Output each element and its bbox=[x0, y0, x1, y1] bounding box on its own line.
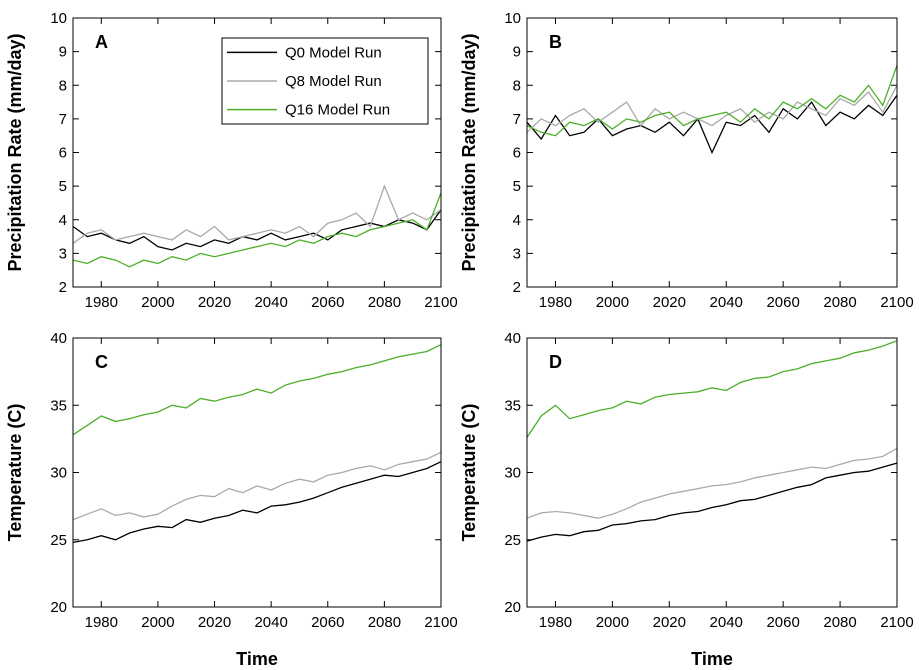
y-tick-label: 2 bbox=[513, 279, 521, 296]
x-tick-label: 2060 bbox=[311, 294, 344, 311]
y-tick-label: 6 bbox=[59, 145, 67, 162]
plot-frame bbox=[72, 337, 442, 608]
plot-frame bbox=[526, 17, 898, 288]
data-line bbox=[526, 84, 898, 133]
y-axis-label: Temperature (C) bbox=[5, 404, 25, 542]
x-tick-label: 2100 bbox=[880, 614, 913, 631]
y-tick-label: 40 bbox=[50, 330, 67, 347]
y-tick-label: 7 bbox=[59, 111, 67, 128]
x-axis-label: Time bbox=[236, 649, 278, 669]
y-axis-label: Precipitation Rate (mm/day) bbox=[5, 33, 25, 271]
x-tick-label: 2040 bbox=[254, 614, 287, 631]
x-tick-label: 2080 bbox=[823, 294, 856, 311]
y-tick-label: 4 bbox=[59, 212, 67, 229]
x-tick-label: 2080 bbox=[368, 614, 401, 631]
y-tick-label: 35 bbox=[50, 397, 67, 414]
y-tick-label: 5 bbox=[59, 178, 67, 195]
y-tick-label: 30 bbox=[504, 465, 521, 482]
x-tick-label: 2020 bbox=[198, 294, 231, 311]
x-tick-label: 2040 bbox=[254, 294, 287, 311]
data-line bbox=[526, 462, 898, 542]
data-line bbox=[72, 192, 442, 268]
plot-frame bbox=[526, 337, 898, 608]
y-tick-label: 6 bbox=[513, 145, 521, 162]
panel-letter: D bbox=[549, 352, 562, 372]
data-line bbox=[72, 184, 442, 244]
data-line bbox=[526, 447, 898, 519]
x-tick-label: 2100 bbox=[424, 294, 457, 311]
x-tick-label: 1980 bbox=[85, 294, 118, 311]
x-tick-label: 2000 bbox=[596, 614, 629, 631]
y-tick-label: 9 bbox=[513, 44, 521, 61]
x-tick-label: 2060 bbox=[766, 294, 799, 311]
y-tick-label: 9 bbox=[59, 44, 67, 61]
panel: 2 3 4 5 6 7 8 9 10 1980 2000 2020 2040 2060 2080 2100 A P… bbox=[5, 10, 458, 311]
x-tick-label: 2020 bbox=[198, 614, 231, 631]
data-line bbox=[526, 340, 898, 438]
x-tick-label: 2020 bbox=[653, 294, 686, 311]
x-tick-label: 2000 bbox=[141, 294, 174, 311]
y-tick-label: 7 bbox=[513, 111, 521, 128]
x-tick-label: 2080 bbox=[368, 294, 401, 311]
x-tick-label: 2000 bbox=[596, 294, 629, 311]
y-tick-label: 20 bbox=[504, 599, 521, 616]
panel: 20 25 30 35 40 1980 2000 2020 2040 2060 2080 2100 C T… bbox=[5, 330, 458, 669]
y-tick-label: 8 bbox=[59, 77, 67, 94]
y-tick-label: 25 bbox=[504, 532, 521, 549]
y-tick-label: 40 bbox=[504, 330, 521, 347]
y-tick-label: 5 bbox=[513, 178, 521, 195]
y-tick-label: 10 bbox=[504, 10, 521, 27]
panel: 20 25 30 35 40 1980 2000 2020 2040 2060 2080 2100 D T… bbox=[459, 330, 914, 669]
y-tick-label: 2 bbox=[59, 279, 67, 296]
data-line bbox=[72, 451, 442, 521]
y-tick-label: 8 bbox=[513, 77, 521, 94]
y-tick-label: 25 bbox=[50, 532, 67, 549]
x-tick-label: 2020 bbox=[653, 614, 686, 631]
y-tick-label: 10 bbox=[50, 10, 67, 27]
data-line bbox=[526, 64, 898, 137]
x-tick-label: 2060 bbox=[766, 614, 799, 631]
y-tick-label: 30 bbox=[50, 465, 67, 482]
legend-label: Q16 Model Run bbox=[285, 102, 390, 119]
legend-label: Q0 Model Run bbox=[285, 44, 382, 61]
x-tick-label: 2100 bbox=[424, 614, 457, 631]
panel: 2 3 4 5 6 7 8 9 10 1980 2000 2020 2040 2060 2080 2100 B P… bbox=[459, 10, 914, 311]
panel-letter: B bbox=[549, 32, 562, 52]
y-tick-label: 4 bbox=[513, 212, 521, 229]
y-tick-label: 3 bbox=[59, 245, 67, 262]
y-tick-label: 3 bbox=[513, 245, 521, 262]
y-tick-label: 35 bbox=[504, 397, 521, 414]
panel-letter: C bbox=[95, 352, 108, 372]
legend-label: Q8 Model Run bbox=[285, 73, 382, 90]
x-tick-label: 2040 bbox=[710, 294, 743, 311]
y-tick-label: 20 bbox=[50, 599, 67, 616]
x-tick-label: 1980 bbox=[85, 614, 118, 631]
x-tick-label: 2060 bbox=[311, 614, 344, 631]
x-tick-label: 2100 bbox=[880, 294, 913, 311]
x-tick-label: 2080 bbox=[823, 614, 856, 631]
x-tick-label: 1980 bbox=[539, 294, 572, 311]
x-tick-label: 2000 bbox=[141, 614, 174, 631]
y-axis-label: Temperature (C) bbox=[459, 404, 479, 542]
data-line bbox=[72, 344, 442, 436]
data-line bbox=[526, 94, 898, 155]
panel-letter: A bbox=[95, 32, 108, 52]
plot-frame bbox=[72, 17, 442, 288]
y-axis-label: Precipitation Rate (mm/day) bbox=[459, 33, 479, 271]
x-tick-label: 1980 bbox=[539, 614, 572, 631]
data-line bbox=[72, 209, 442, 251]
x-axis-label: Time bbox=[691, 649, 733, 669]
data-line bbox=[72, 461, 442, 544]
x-tick-label: 2040 bbox=[710, 614, 743, 631]
